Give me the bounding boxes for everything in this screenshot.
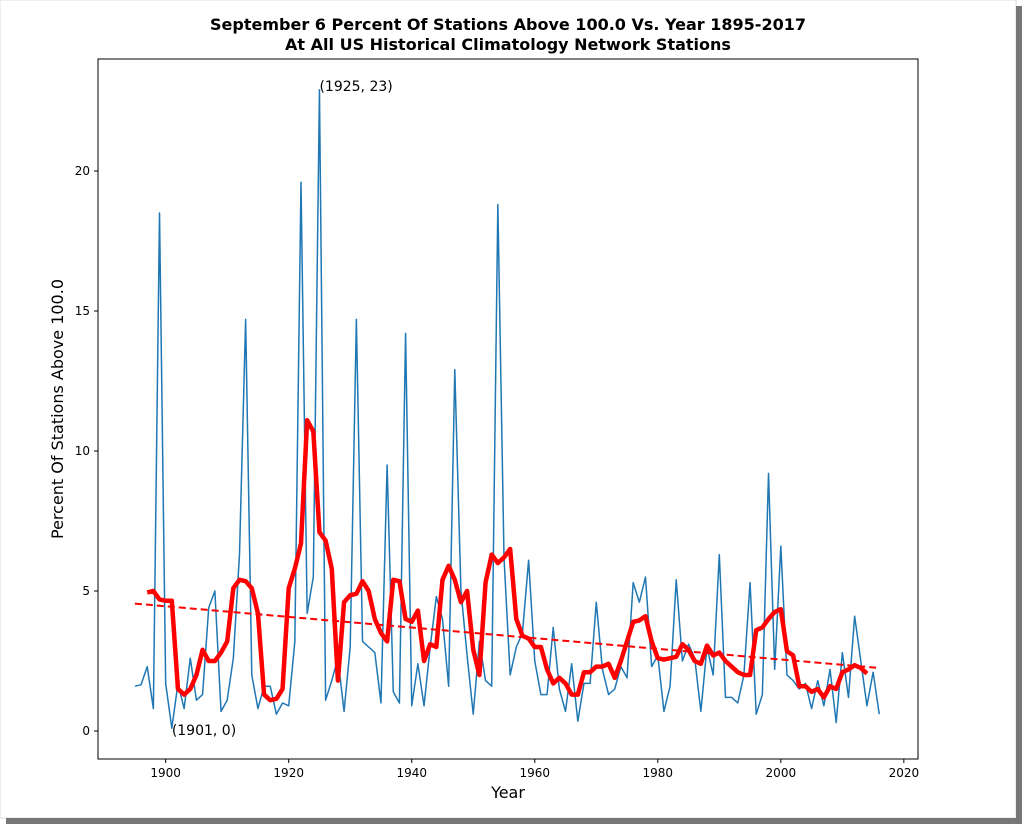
x-tick-label: 1920 [273, 766, 304, 780]
x-axis-label: Year [490, 783, 525, 802]
y-axis-label: Percent Of Stations Above 100.0 [48, 279, 67, 539]
data-line [134, 89, 880, 729]
x-tick-label: 2000 [766, 766, 797, 780]
annotation: (1901, 0) [172, 723, 236, 739]
data-line [146, 417, 869, 703]
chart-subtitle: At All US Historical Climatology Network… [285, 35, 731, 54]
x-tick-label: 2020 [889, 766, 920, 780]
x-tick-label: 1900 [150, 766, 181, 780]
y-tick-label: 15 [75, 304, 90, 318]
x-tick-label: 1980 [643, 766, 674, 780]
chart-title: September 6 Percent Of Stations Above 10… [210, 15, 806, 34]
annotation: (1925, 23) [319, 79, 392, 95]
frame-shadow [1016, 6, 1022, 822]
plot-border [97, 58, 919, 760]
y-tick-label: 20 [75, 164, 90, 178]
x-tick-label: 1960 [519, 766, 550, 780]
y-tick-label: 0 [82, 724, 90, 738]
y-tick-label: 10 [75, 444, 90, 458]
trend-line [134, 602, 880, 669]
frame-shadow [6, 818, 1022, 824]
x-tick-label: 1940 [396, 766, 427, 780]
y-tick-label: 5 [82, 584, 90, 598]
